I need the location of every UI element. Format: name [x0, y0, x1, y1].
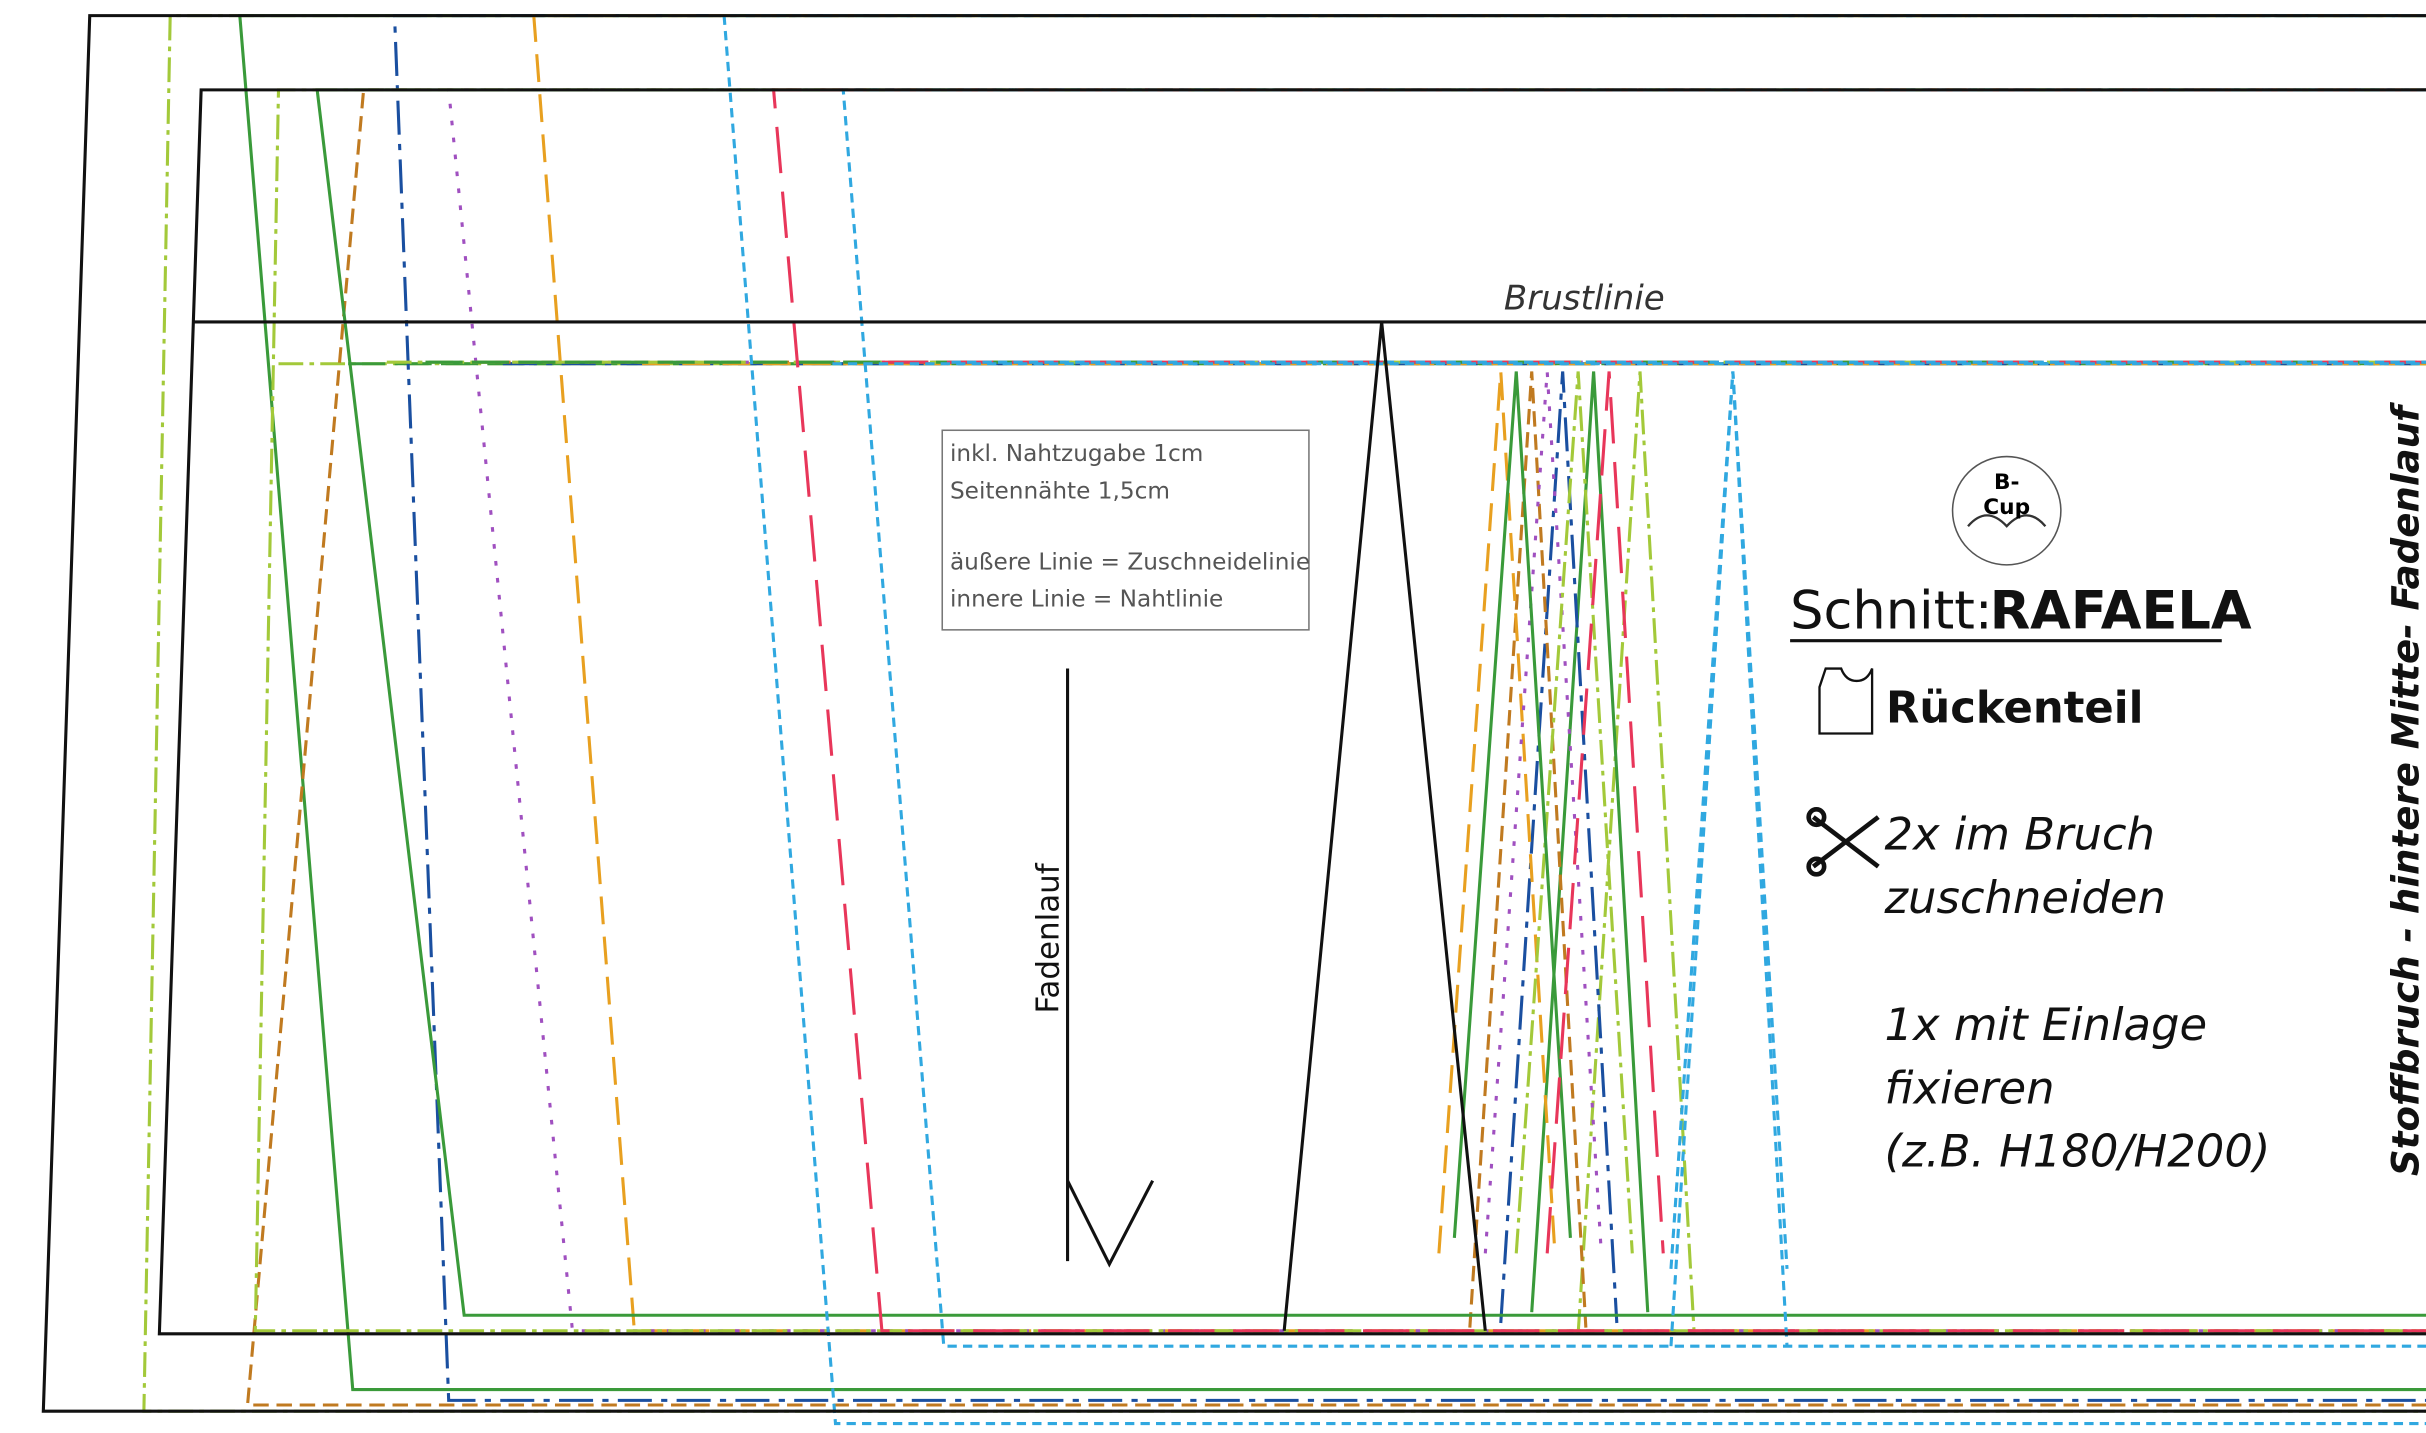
- dart-line: [1545, 371, 1665, 1254]
- dart-line: [1468, 371, 1588, 1328]
- grain-label: Fadenlauf: [1030, 862, 1066, 1013]
- dart-line: [1576, 371, 1696, 1334]
- instruction: zuschneiden: [1883, 871, 2165, 924]
- piece-name: Rückenteil: [1886, 684, 2144, 734]
- dart-line: [1669, 371, 1789, 1347]
- grain-arrow: [1066, 668, 1155, 1268]
- cup-badge: B- Cup: [1951, 455, 2062, 566]
- size-line: [245, 88, 2426, 1407]
- instruction: 2x im Bruch: [1884, 808, 2155, 861]
- instruction: fixieren: [1884, 1061, 2054, 1114]
- note-line: Seitennähte 1,5cm: [950, 477, 1170, 504]
- title-prefix: Schnitt:: [1790, 580, 1993, 641]
- cup-text: B-: [1994, 470, 2020, 495]
- note-line: äußere Linie = Zuschneidelinie: [950, 549, 1310, 576]
- note-line: innere Linie = Nahtlinie: [950, 586, 1223, 613]
- outline: [41, 14, 2426, 1413]
- bust-line-label: Brustlinie: [1504, 279, 1665, 319]
- dart-line: [1530, 371, 1650, 1313]
- cup-text: Cup: [1983, 495, 2030, 520]
- dart-line: [1514, 371, 1634, 1254]
- scissors-icon: [1806, 807, 1880, 877]
- dart-line: [1669, 371, 1789, 1269]
- dart-line: [1499, 371, 1619, 1324]
- size-line: [722, 14, 2426, 1426]
- bodice-icon: [1818, 667, 1874, 735]
- instruction: (z.B. H180/H200): [1884, 1125, 2270, 1178]
- title-name: RAFAELA: [1990, 580, 2252, 641]
- note-box: [941, 429, 1310, 631]
- instruction: 1x mit Einlage: [1884, 998, 2207, 1051]
- dart-line: [1452, 371, 1572, 1239]
- note-line: inkl. Nahtzugabe 1cm: [950, 440, 1203, 467]
- fold-label: Stoffbruch - hintere Mitte- Fadenlauf: [2384, 401, 2426, 1176]
- pattern-lines: [142, 14, 2426, 1426]
